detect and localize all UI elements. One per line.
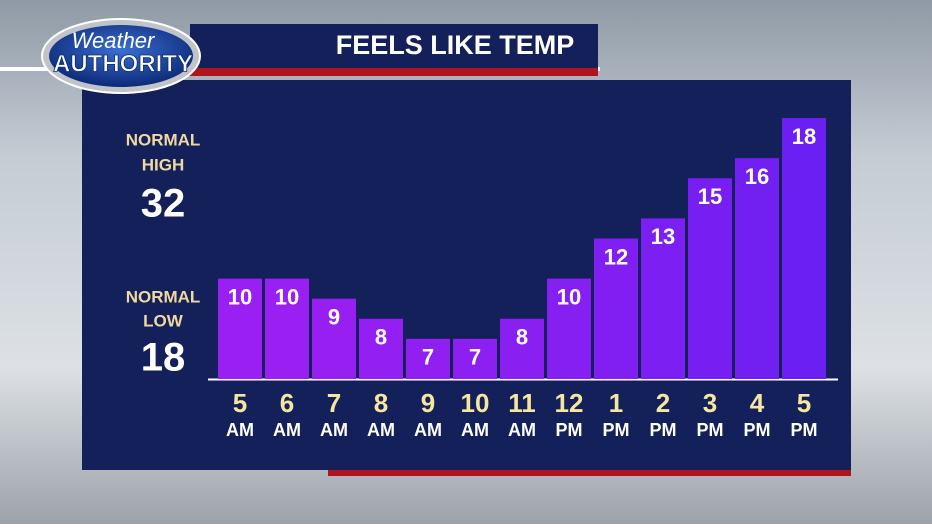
x-tick-label: 8	[374, 388, 388, 418]
x-tick-label: PM	[744, 420, 771, 440]
x-tick-label: 5	[797, 388, 811, 418]
value-label: 15	[698, 184, 722, 209]
bar	[782, 118, 826, 379]
bar	[453, 338, 497, 379]
bar	[688, 178, 732, 379]
logo-text: AUTHORITY	[53, 50, 193, 77]
value-label: 12	[604, 244, 628, 269]
logo	[49, 25, 193, 87]
bar	[406, 338, 450, 379]
x-tick-label: 6	[280, 388, 294, 418]
x-tick-label: PM	[603, 420, 630, 440]
bar	[641, 218, 685, 379]
bar	[218, 278, 262, 379]
value-label: 8	[375, 325, 387, 350]
bar	[547, 278, 591, 379]
bar	[265, 278, 309, 379]
x-tick-label: 1	[609, 388, 623, 418]
value-label: 13	[651, 224, 675, 249]
value-label: 9	[328, 305, 340, 330]
bar	[594, 238, 638, 379]
logo-text: Weather	[72, 28, 156, 53]
x-tick-label: PM	[556, 420, 583, 440]
bar	[735, 158, 779, 379]
value-label: 10	[275, 284, 299, 309]
value-label: 7	[422, 345, 434, 370]
x-tick-label: AM	[414, 420, 442, 440]
x-tick-label: 9	[421, 388, 435, 418]
x-tick-label: 3	[703, 388, 717, 418]
x-tick-label: AM	[320, 420, 348, 440]
x-tick-label: 4	[750, 388, 765, 418]
normal-label: LOW	[143, 311, 184, 330]
normal-label: NORMAL	[126, 130, 201, 149]
accent-strip	[328, 470, 851, 476]
x-tick-label: 7	[327, 388, 341, 418]
value-label: 10	[228, 284, 252, 309]
x-tick-label: PM	[791, 420, 818, 440]
x-tick-label: 2	[656, 388, 670, 418]
x-tick-label: 12	[555, 388, 584, 418]
x-tick-label: 11	[508, 388, 536, 418]
value-label: 18	[792, 124, 816, 149]
value-label: 7	[469, 345, 481, 370]
bar	[312, 298, 356, 379]
x-tick-label: AM	[226, 420, 254, 440]
x-tick-label: AM	[461, 420, 489, 440]
x-tick-label: 5	[233, 388, 247, 418]
normal-value: 18	[141, 336, 186, 380]
bar	[359, 318, 403, 379]
value-label: 16	[745, 164, 769, 189]
normal-label: NORMAL	[126, 287, 201, 306]
title-bar	[190, 24, 598, 68]
x-tick-label: PM	[697, 420, 724, 440]
x-tick-label: AM	[273, 420, 301, 440]
normal-label: HIGH	[142, 155, 185, 174]
x-tick-label: AM	[367, 420, 395, 440]
x-tick-label: AM	[508, 420, 536, 440]
value-label: 8	[516, 325, 528, 350]
x-tick-label: PM	[650, 420, 677, 440]
value-label: 10	[557, 284, 581, 309]
normal-value: 32	[141, 182, 186, 226]
bar	[500, 318, 544, 379]
x-tick-label: 10	[461, 388, 490, 418]
chart-title: FEELS LIKE TEMP	[336, 30, 575, 60]
title-strip	[190, 68, 598, 76]
